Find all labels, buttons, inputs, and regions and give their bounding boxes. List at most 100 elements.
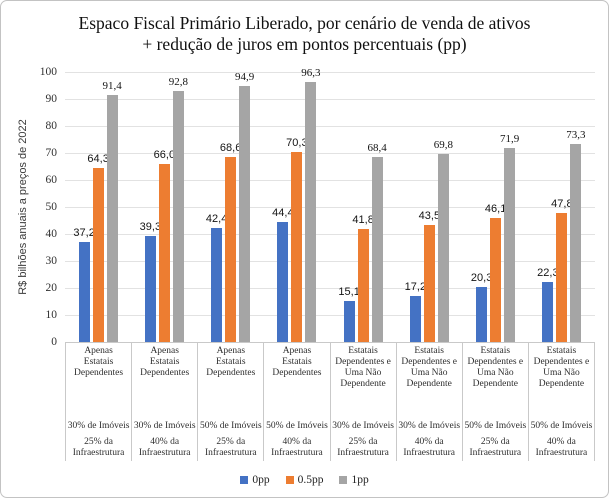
chart-title-line1: Espaco Fiscal Primário Liberado, por cen… <box>78 13 531 33</box>
bar-groups: 37,2 64,3 91,4 39,3 66,0 92,8 42,4 68,6 94,9 44,4… <box>65 67 595 342</box>
y-tick-label-0: 0 <box>51 336 57 348</box>
gridline-20 <box>65 288 595 289</box>
bar-value-label: 70,3 <box>286 137 308 150</box>
category-imoveis: 50% de Imóveis <box>530 421 593 431</box>
y-tick-label-70: 70 <box>45 147 58 159</box>
gridline-10 <box>65 315 595 316</box>
category-cell-5: Estatais Dependentes e Uma Não Dependent… <box>329 343 396 461</box>
y-tick-label-30: 30 <box>45 255 58 267</box>
category-scenario: Estatais Dependentes e Uma Não Dependent… <box>467 346 524 389</box>
bar-value-label: 94,9 <box>235 70 255 83</box>
legend-label-0.5pp: 0.5pp <box>297 474 324 486</box>
bar-value-label: 71,9 <box>500 132 520 145</box>
bar-value-label: 20,3 <box>470 272 493 285</box>
category-scenario: Apenas Estatais Dependentes <box>272 346 322 378</box>
legend-swatch-0.5pp <box>285 476 294 484</box>
bar-1pp-group-4: 96,3 <box>301 67 321 342</box>
plot-area: 37,2 64,3 91,4 39,3 66,0 92,8 42,4 68,6 94,9 44,4… <box>65 67 595 343</box>
category-scenario: Apenas Estatais Dependentes <box>74 346 124 378</box>
bar-value-label: 92,8 <box>168 76 188 89</box>
bar-group-6: 17,2 43,5 69,8 <box>396 72 462 342</box>
bar-value-label: 42,4 <box>205 212 228 225</box>
y-tick-label-60: 60 <box>45 174 58 186</box>
bar-value-label: 44,4 <box>272 207 294 220</box>
bar-0pp-group-5: 15,1 <box>338 286 360 342</box>
bar-group-1: 37,2 64,3 91,4 <box>65 72 131 342</box>
bar-value-label: 41,8 <box>352 214 374 227</box>
legend-swatch-1pp <box>339 476 348 484</box>
x-axis-category-labels: Apenas Estatais Dependentes 30% de Imóvei… <box>65 343 595 461</box>
y-axis-tick-labels: 0 10 20 30 40 50 60 70 80 90 100 <box>1 66 58 348</box>
legend-item-0.5pp: 0.5pp <box>285 474 324 486</box>
y-tick-label-10: 10 <box>45 309 58 321</box>
category-cell-6: Estatais Dependentes e Uma Não Dependent… <box>395 343 462 461</box>
category-spacer <box>331 390 396 421</box>
bar-value-label: 69,8 <box>433 138 453 151</box>
gridline-40 <box>65 234 595 235</box>
bar-value-label: 22,3 <box>537 266 559 279</box>
bar-0.5pp-group-8: 47,8 <box>551 198 573 342</box>
bar-value-label: 64,3 <box>87 153 109 166</box>
category-spacer <box>529 390 594 421</box>
bar-group-4: 44,4 70,3 96,3 <box>264 67 330 342</box>
category-scenario: Apenas Estatais Dependentes <box>140 346 190 378</box>
category-spacer <box>132 379 197 421</box>
gridline-30 <box>65 261 595 262</box>
y-tick-label-50: 50 <box>45 201 58 213</box>
chart-title: Espaco Fiscal Primário Liberado, por cen… <box>1 13 608 55</box>
bar-group-3: 42,4 68,6 94,9 <box>198 71 264 342</box>
bar-0.5pp-group-4: 70,3 <box>286 137 308 342</box>
bar-1pp-group-2: 92,8 <box>169 76 188 342</box>
bar-1pp-group-1: 91,4 <box>103 80 122 342</box>
category-cell-8: Estatais Dependentes e Uma Não Dependent… <box>527 343 595 461</box>
bar-value-label: 68,4 <box>367 142 387 155</box>
category-scenario: Apenas Estatais Dependentes <box>206 346 256 378</box>
category-spacer <box>397 390 462 421</box>
bar-0pp-group-8: 22,3 <box>537 267 559 342</box>
bar-group-5: 15,1 41,8 68,4 <box>330 72 396 342</box>
y-tick-label-100: 100 <box>39 66 57 78</box>
bar-0pp-group-2: 39,3 <box>140 221 161 342</box>
category-infraestrutura: 40% da Infraestrutura <box>535 437 588 458</box>
category-cell-7: Estatais Dependentes e Uma Não Dependent… <box>461 343 528 461</box>
gridline-60 <box>65 180 595 181</box>
gridline-90 <box>65 99 595 100</box>
bar-0.5pp-group-2: 66,0 <box>154 149 175 342</box>
y-tick-label-40: 40 <box>45 228 58 240</box>
category-imoveis: 50% de Imóveis <box>266 421 328 431</box>
category-imoveis: 30% de Imóveis <box>398 421 461 431</box>
bar-1pp-group-7: 71,9 <box>500 133 519 342</box>
category-imoveis: 30% de Imóveis <box>332 421 394 431</box>
category-infraestrutura: 25% da Infraestrutura <box>469 437 522 458</box>
y-tick-label-80: 80 <box>45 120 58 132</box>
bar-value-label: 91,4 <box>102 80 122 93</box>
category-infraestrutura: 25% da Infraestrutura <box>337 437 389 458</box>
bar-1pp-group-3: 94,9 <box>235 71 254 342</box>
bar-0.5pp-group-5: 41,8 <box>352 214 374 342</box>
bar-0pp-group-7: 20,3 <box>471 272 492 342</box>
bar-0pp-group-6: 17,2 <box>405 281 426 342</box>
category-cell-2: Apenas Estatais Dependentes 30% de Imóvei… <box>131 343 197 461</box>
bar-0pp-group-3: 42,4 <box>206 213 227 342</box>
bar-value-label: 68,6 <box>219 141 242 154</box>
legend-swatch-0pp <box>240 476 249 484</box>
bar-1pp-group-6: 69,8 <box>434 139 453 342</box>
category-infraestrutura: 40% da Infraestrutura <box>403 437 456 458</box>
gridline-100 <box>65 72 595 73</box>
bar-0.5pp-group-3: 68,6 <box>220 142 241 342</box>
category-spacer <box>198 379 263 421</box>
bar-value-label: 73,3 <box>566 129 586 142</box>
bar-value-label: 46,1 <box>484 202 507 215</box>
bar-value-label: 17,2 <box>404 280 427 293</box>
category-imoveis: 30% de Imóveis <box>67 421 130 431</box>
gridline-50 <box>65 207 595 208</box>
bar-0.5pp-group-6: 43,5 <box>419 210 440 342</box>
category-spacer <box>463 390 528 421</box>
category-imoveis: 50% de Imóveis <box>199 421 262 431</box>
chart-title-line2: + redução de juros em pontos percentuais… <box>142 34 467 54</box>
y-tick-label-90: 90 <box>45 93 58 105</box>
category-infraestrutura: 25% da Infraestrutura <box>204 437 257 458</box>
category-spacer <box>264 379 329 421</box>
category-spacer <box>66 379 131 421</box>
bar-1pp-group-8: 73,3 <box>566 129 586 342</box>
